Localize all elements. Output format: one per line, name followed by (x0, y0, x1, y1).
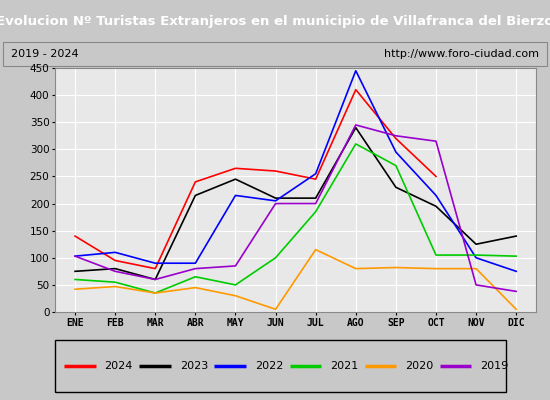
Text: 2019: 2019 (481, 361, 509, 371)
Text: 2020: 2020 (405, 361, 433, 371)
Text: 2021: 2021 (330, 361, 359, 371)
Text: 2022: 2022 (255, 361, 283, 371)
Text: http://www.foro-ciudad.com: http://www.foro-ciudad.com (384, 49, 539, 59)
Text: 2023: 2023 (180, 361, 208, 371)
Text: 2024: 2024 (104, 361, 133, 371)
Text: 2019 - 2024: 2019 - 2024 (11, 49, 79, 59)
Text: Evolucion Nº Turistas Extranjeros en el municipio de Villafranca del Bierzo: Evolucion Nº Turistas Extranjeros en el … (0, 14, 550, 28)
